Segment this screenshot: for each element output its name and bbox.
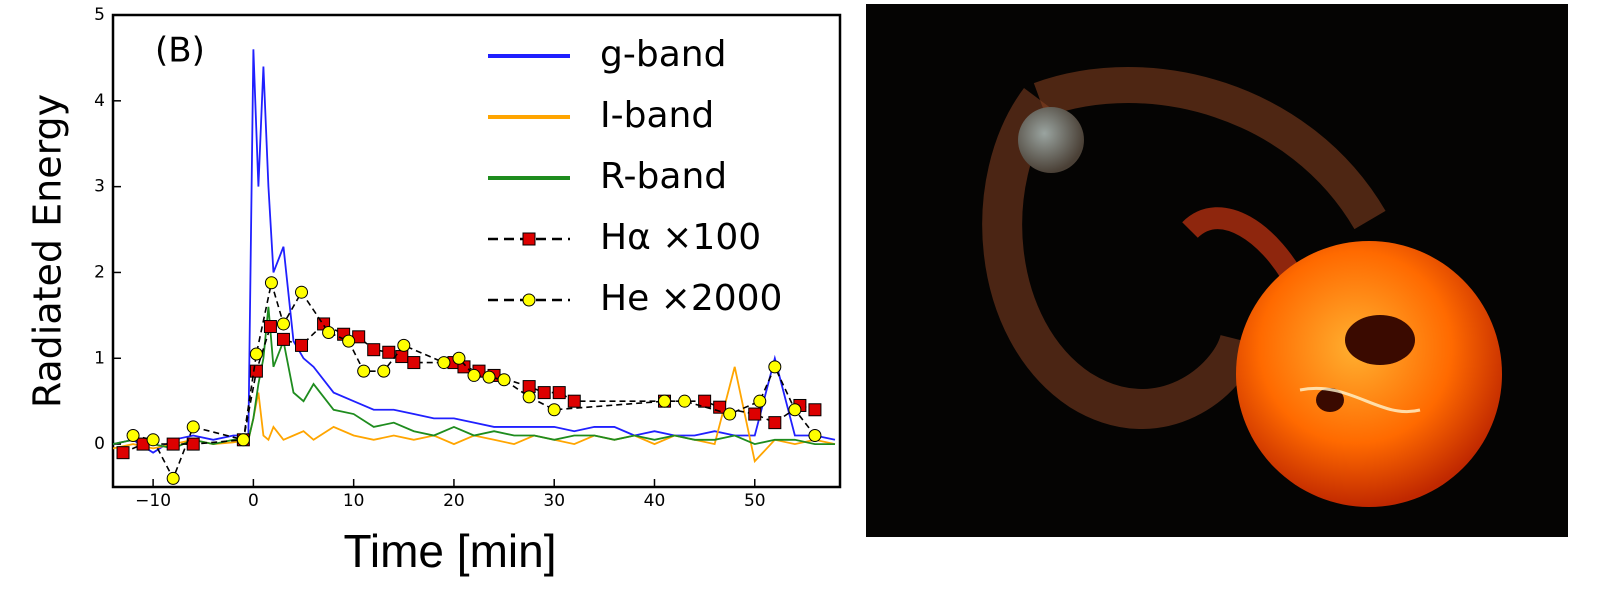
marker	[788, 403, 802, 417]
y-tick-label: 3	[94, 177, 105, 197]
marker	[522, 390, 536, 404]
marker	[537, 386, 551, 400]
y-axis-label: Radiated Energy	[26, 94, 70, 408]
marker	[547, 403, 561, 417]
marker	[567, 394, 581, 408]
marker	[522, 293, 536, 307]
marker	[497, 373, 511, 387]
marker	[377, 364, 391, 378]
marker	[357, 364, 371, 378]
x-tick-label: −10	[135, 491, 171, 511]
marker	[678, 394, 692, 408]
x-tick-label: 40	[644, 491, 666, 511]
marker	[295, 285, 309, 299]
legend-label: R-band	[600, 156, 727, 197]
marker	[753, 394, 767, 408]
y-tick-label: 5	[94, 5, 105, 25]
marker	[808, 429, 822, 443]
legend-label: g-band	[600, 34, 726, 75]
marker	[768, 360, 782, 374]
marker	[467, 368, 481, 382]
x-tick-label: 10	[343, 491, 365, 511]
y-tick-label: 0	[94, 434, 105, 454]
marker	[166, 471, 180, 485]
marker	[249, 364, 263, 378]
marker	[295, 338, 309, 352]
marker	[126, 429, 140, 443]
marker	[322, 326, 336, 340]
marker	[698, 394, 712, 408]
marker	[808, 403, 822, 417]
marker	[482, 370, 496, 384]
marker	[236, 433, 250, 447]
marker	[342, 334, 356, 348]
marker	[116, 446, 130, 460]
marker	[395, 350, 409, 364]
legend-label: I-band	[600, 95, 714, 136]
y-tick-label: 1	[94, 348, 105, 368]
marker	[552, 386, 566, 400]
marker	[407, 356, 421, 370]
plot-area	[113, 49, 836, 485]
marker	[658, 394, 672, 408]
marker	[367, 343, 381, 357]
series-line	[132, 282, 816, 481]
plot-frame	[111, 13, 842, 489]
marker	[249, 347, 263, 361]
marker	[452, 351, 466, 365]
x-tick-label: 20	[443, 491, 465, 511]
legend-label: He ×2000	[600, 278, 782, 319]
marker	[276, 332, 290, 346]
x-tick-label: 0	[248, 491, 259, 511]
marker	[264, 276, 278, 290]
marker	[382, 345, 396, 359]
annotation: (B)	[155, 31, 205, 71]
marker	[276, 317, 290, 331]
marker	[748, 407, 762, 421]
marker	[186, 420, 200, 434]
y-tick-label: 4	[94, 91, 105, 111]
illustration	[866, 4, 1568, 537]
marker	[437, 356, 451, 370]
legend-label: Hα ×100	[600, 217, 761, 258]
marker	[166, 437, 180, 451]
marker	[397, 338, 411, 352]
marker	[723, 407, 737, 421]
marker	[522, 232, 536, 246]
marker	[146, 433, 160, 447]
marker	[768, 416, 782, 430]
x-tick-label: 50	[744, 491, 766, 511]
x-tick-label: 30	[543, 491, 565, 511]
y-tick-label: 2	[94, 262, 105, 282]
marker	[263, 320, 277, 334]
x-axis-label: Time [min]	[344, 525, 557, 577]
